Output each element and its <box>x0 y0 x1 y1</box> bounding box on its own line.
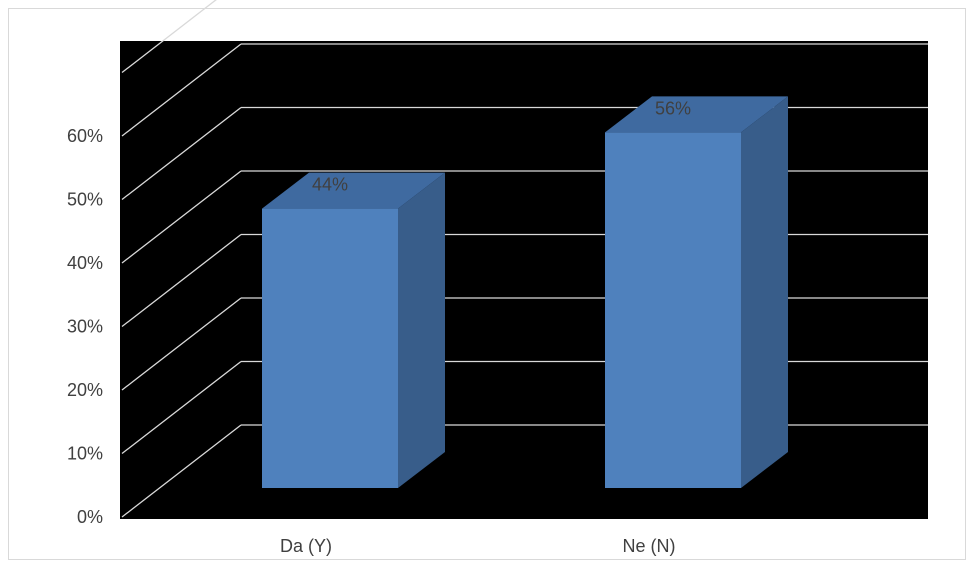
ytick-label-3: 30% <box>67 317 103 337</box>
data-label-1: 56% <box>655 98 691 118</box>
bar-top-0 <box>262 172 445 209</box>
bars: 44% 56% <box>262 96 788 489</box>
gridline-side-6 <box>121 43 242 137</box>
bar-top-1 <box>605 96 788 133</box>
category-label-1: Ne (N) <box>623 536 676 556</box>
gridline-side-4 <box>121 170 242 264</box>
ytick-label-1: 10% <box>67 444 103 464</box>
gridline-side-0 <box>121 424 242 518</box>
data-label-0: 44% <box>312 175 348 195</box>
y-axis-ticks: 0% 10% 20% 30% 40% 50% 60% <box>67 126 103 527</box>
ytick-label-6: 60% <box>67 126 103 146</box>
bar-front-0 <box>262 208 398 488</box>
gridline-side-2 <box>121 297 242 391</box>
x-axis-categories: Da (Y) Ne (N) <box>280 536 676 556</box>
ytick-label-4: 40% <box>67 253 103 273</box>
ytick-label-5: 50% <box>67 190 103 210</box>
bar-1: 56% <box>605 96 788 489</box>
bar-side-0 <box>398 172 445 488</box>
plot-area <box>120 41 928 519</box>
ytick-label-0: 0% <box>77 507 103 527</box>
gridline-side-5 <box>121 106 242 201</box>
bar-side-1 <box>741 96 788 489</box>
category-label-0: Da (Y) <box>280 536 332 556</box>
gridline-side-3 <box>121 233 242 328</box>
gridline-side-top <box>121 0 217 74</box>
bar-0: 44% <box>262 172 445 488</box>
bar-front-1 <box>605 132 741 488</box>
gridline-side-1 <box>121 360 242 455</box>
ytick-label-2: 20% <box>67 380 103 400</box>
